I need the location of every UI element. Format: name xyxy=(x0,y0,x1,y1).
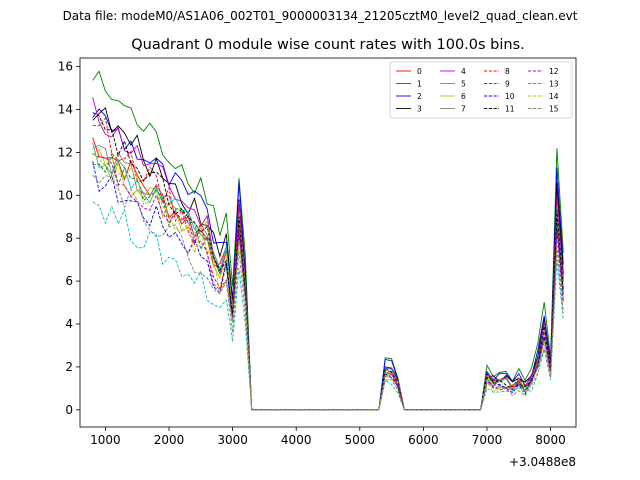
x-tick-label: 5000 xyxy=(345,433,376,447)
x-tick-label: 6000 xyxy=(408,433,439,447)
legend-label: 5 xyxy=(461,79,466,88)
series-line-14 xyxy=(92,152,564,411)
legend-label: 15 xyxy=(549,104,559,113)
legend-label: 7 xyxy=(461,104,466,113)
plot-area: 1000 2000 3000 4000 5000 6000 7000 800002468101… xyxy=(58,57,577,447)
y-tick-label: 2 xyxy=(65,360,73,374)
legend-label: 3 xyxy=(417,104,422,113)
suptitle: Data file: modeM0/AS1A06_002T01_90000031… xyxy=(63,9,578,23)
legend-label: 14 xyxy=(549,92,559,101)
series-line-13 xyxy=(92,201,564,411)
legend-label: 9 xyxy=(505,79,510,88)
y-tick-label: 4 xyxy=(65,317,73,331)
legend-label: 1 xyxy=(417,79,422,88)
legend-label: 2 xyxy=(417,92,422,101)
legend-label: 4 xyxy=(461,67,466,76)
y-tick-label: 14 xyxy=(58,102,73,116)
x-tick-label: 3000 xyxy=(217,433,248,447)
x-tick-label: 7000 xyxy=(472,433,503,447)
x-tick-label: 2000 xyxy=(154,433,185,447)
x-tick-label: 4000 xyxy=(281,433,312,447)
x-tick-label: 8000 xyxy=(535,433,566,447)
legend-label: 6 xyxy=(461,92,466,101)
y-tick-label: 6 xyxy=(65,274,73,288)
legend-label: 0 xyxy=(417,67,422,76)
y-tick-label: 10 xyxy=(58,188,73,202)
legend-label: 10 xyxy=(505,92,515,101)
y-tick-label: 16 xyxy=(58,60,73,74)
y-tick-label: 8 xyxy=(65,231,73,245)
y-tick-label: 0 xyxy=(65,403,73,417)
legend-box xyxy=(389,61,573,119)
x-tick-label: 1000 xyxy=(90,433,121,447)
axes-frame xyxy=(79,57,577,428)
legend-label: 13 xyxy=(549,79,559,88)
legend-label: 8 xyxy=(505,67,510,76)
y-tick-label: 12 xyxy=(58,145,73,159)
legend-label: 12 xyxy=(549,67,559,76)
x-offset-label: +3.0488e8 xyxy=(509,455,576,469)
series-line-15 xyxy=(92,174,564,411)
legend-label: 11 xyxy=(505,104,515,113)
chart-title: Quadrant 0 module wise count rates with … xyxy=(131,37,525,53)
